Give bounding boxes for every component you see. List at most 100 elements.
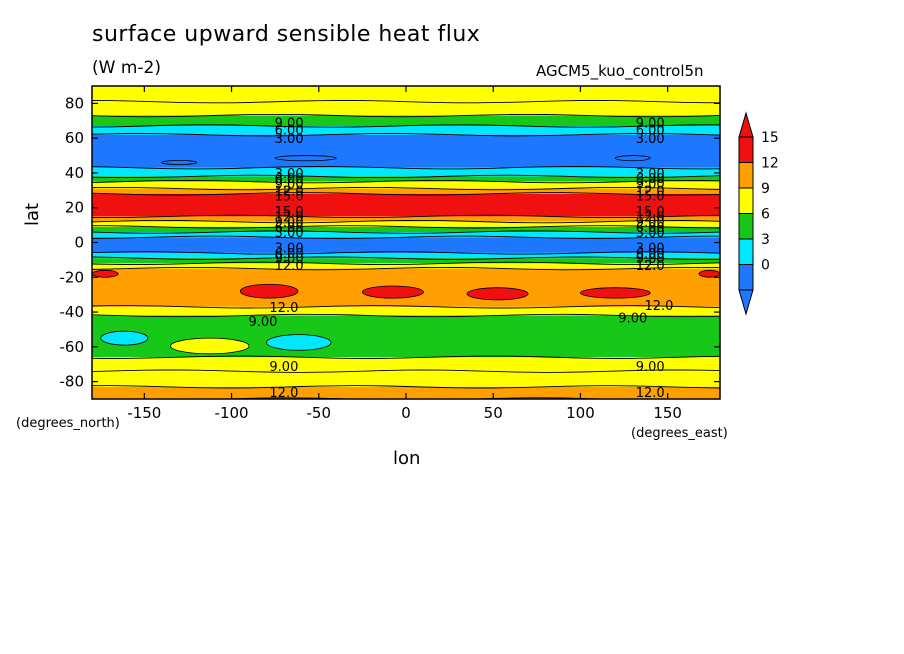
contour-line xyxy=(92,256,720,260)
y-units-note: (degrees_north) xyxy=(16,416,120,431)
contour-region xyxy=(239,283,299,299)
contour-label: 9.00 xyxy=(618,311,647,326)
contour-label: 3.00 xyxy=(636,132,665,147)
contour-line xyxy=(92,179,720,184)
y-tick-label: 40 xyxy=(65,164,84,182)
contour-region xyxy=(161,160,198,165)
x-tick-label: 0 xyxy=(401,404,411,422)
y-axis-label: lat xyxy=(22,202,43,226)
contour-label: 12.0 xyxy=(636,259,665,274)
colorbar-label: 0 xyxy=(761,258,770,274)
contour-label: 15.0 xyxy=(275,205,304,220)
contour-line xyxy=(92,214,720,219)
contour-line xyxy=(92,230,720,234)
contour-line xyxy=(92,385,720,389)
contour-label: 6.00 xyxy=(636,123,665,138)
contour-line xyxy=(92,313,720,318)
contour-label: 12.0 xyxy=(275,184,304,199)
contour-line xyxy=(92,124,720,128)
contour-line xyxy=(92,355,720,359)
contour-label: 3.00 xyxy=(275,132,304,147)
contour-label: 9.00 xyxy=(269,360,298,375)
contour-band xyxy=(92,115,720,126)
y-tick-label: 60 xyxy=(65,129,84,147)
contour-line xyxy=(92,133,720,137)
contour-band xyxy=(92,176,720,182)
contour-line xyxy=(92,251,720,255)
contour-label: 12.0 xyxy=(636,210,665,225)
contour-band xyxy=(92,371,720,387)
colorbar-label: 3 xyxy=(761,232,770,248)
chart-units: (W m-2) xyxy=(92,58,161,78)
colorbar-swatch xyxy=(738,187,754,214)
contour-label: 3.00 xyxy=(275,226,304,241)
contour-band xyxy=(92,237,720,253)
contour-label: 6.00 xyxy=(275,221,304,236)
contour-label: 12.0 xyxy=(269,386,298,401)
y-tick-label: 80 xyxy=(65,94,84,112)
contour-label: 6.00 xyxy=(636,247,665,262)
contour-label: 6.00 xyxy=(636,172,665,187)
x-units-note: (degrees_east) xyxy=(631,426,728,441)
contour-label: 15.0 xyxy=(636,205,665,220)
contour-label: 9.00 xyxy=(275,177,304,192)
contour-band xyxy=(92,258,720,264)
colorbar-min-arrow xyxy=(738,289,754,316)
contour-label: 6.00 xyxy=(275,247,304,262)
contour-label: 3.00 xyxy=(636,167,665,182)
contour-label: 6.00 xyxy=(275,172,304,187)
y-tick-label: -40 xyxy=(60,303,85,321)
contour-line xyxy=(92,369,720,373)
contour-band xyxy=(92,252,720,259)
contour-line xyxy=(92,266,720,271)
contour-label: 9.00 xyxy=(636,360,665,375)
y-tick-label: 20 xyxy=(65,199,84,217)
contour-band xyxy=(92,167,720,177)
contour-region xyxy=(266,334,332,351)
contour-band xyxy=(92,226,720,233)
x-tick-label: 50 xyxy=(484,404,503,422)
contour-line xyxy=(92,100,720,104)
contour-region xyxy=(170,337,250,355)
colorbar-label: 15 xyxy=(761,130,779,146)
contour-line xyxy=(92,186,720,191)
contour-label: 15.0 xyxy=(636,190,665,205)
colorbar-swatch xyxy=(738,264,754,291)
colorbar-swatch xyxy=(738,136,754,163)
colorbar-swatch xyxy=(738,213,754,240)
contour-region xyxy=(698,269,720,278)
chart-title: surface upward sensible heat flux xyxy=(92,22,481,47)
contour-line xyxy=(92,261,720,266)
x-tick-label: -150 xyxy=(127,404,161,422)
contour-region xyxy=(92,269,119,278)
contour-label: 12.0 xyxy=(269,301,298,316)
contour-label: 6.00 xyxy=(636,221,665,236)
contour-label: 12.0 xyxy=(644,299,673,314)
contour-label: 3.00 xyxy=(275,167,304,182)
contour-band xyxy=(92,216,720,222)
contour-label: 9.00 xyxy=(275,117,304,132)
contour-line xyxy=(92,192,720,196)
x-tick-label: -100 xyxy=(215,404,249,422)
x-axis-label: lon xyxy=(393,448,421,469)
contour-band xyxy=(92,357,720,372)
contour-label: 12.0 xyxy=(636,386,665,401)
contour-region xyxy=(580,287,651,299)
contour-label: 6.00 xyxy=(275,123,304,138)
contour-line xyxy=(92,225,720,229)
contour-band xyxy=(92,101,720,116)
contour-band xyxy=(92,306,720,316)
contour-band xyxy=(92,86,720,102)
y-tick-label: -80 xyxy=(60,373,85,391)
colorbar-max-arrow xyxy=(738,111,754,138)
contour-line xyxy=(92,305,720,309)
y-tick-label: -60 xyxy=(60,338,85,356)
contour-region xyxy=(274,155,337,162)
contour-band xyxy=(92,263,720,269)
contour-label: 12.0 xyxy=(275,210,304,225)
contour-label: 9.00 xyxy=(248,315,277,330)
contour-band xyxy=(92,181,720,189)
colorbar-swatch xyxy=(738,162,754,189)
contour-label: 3.00 xyxy=(636,242,665,257)
